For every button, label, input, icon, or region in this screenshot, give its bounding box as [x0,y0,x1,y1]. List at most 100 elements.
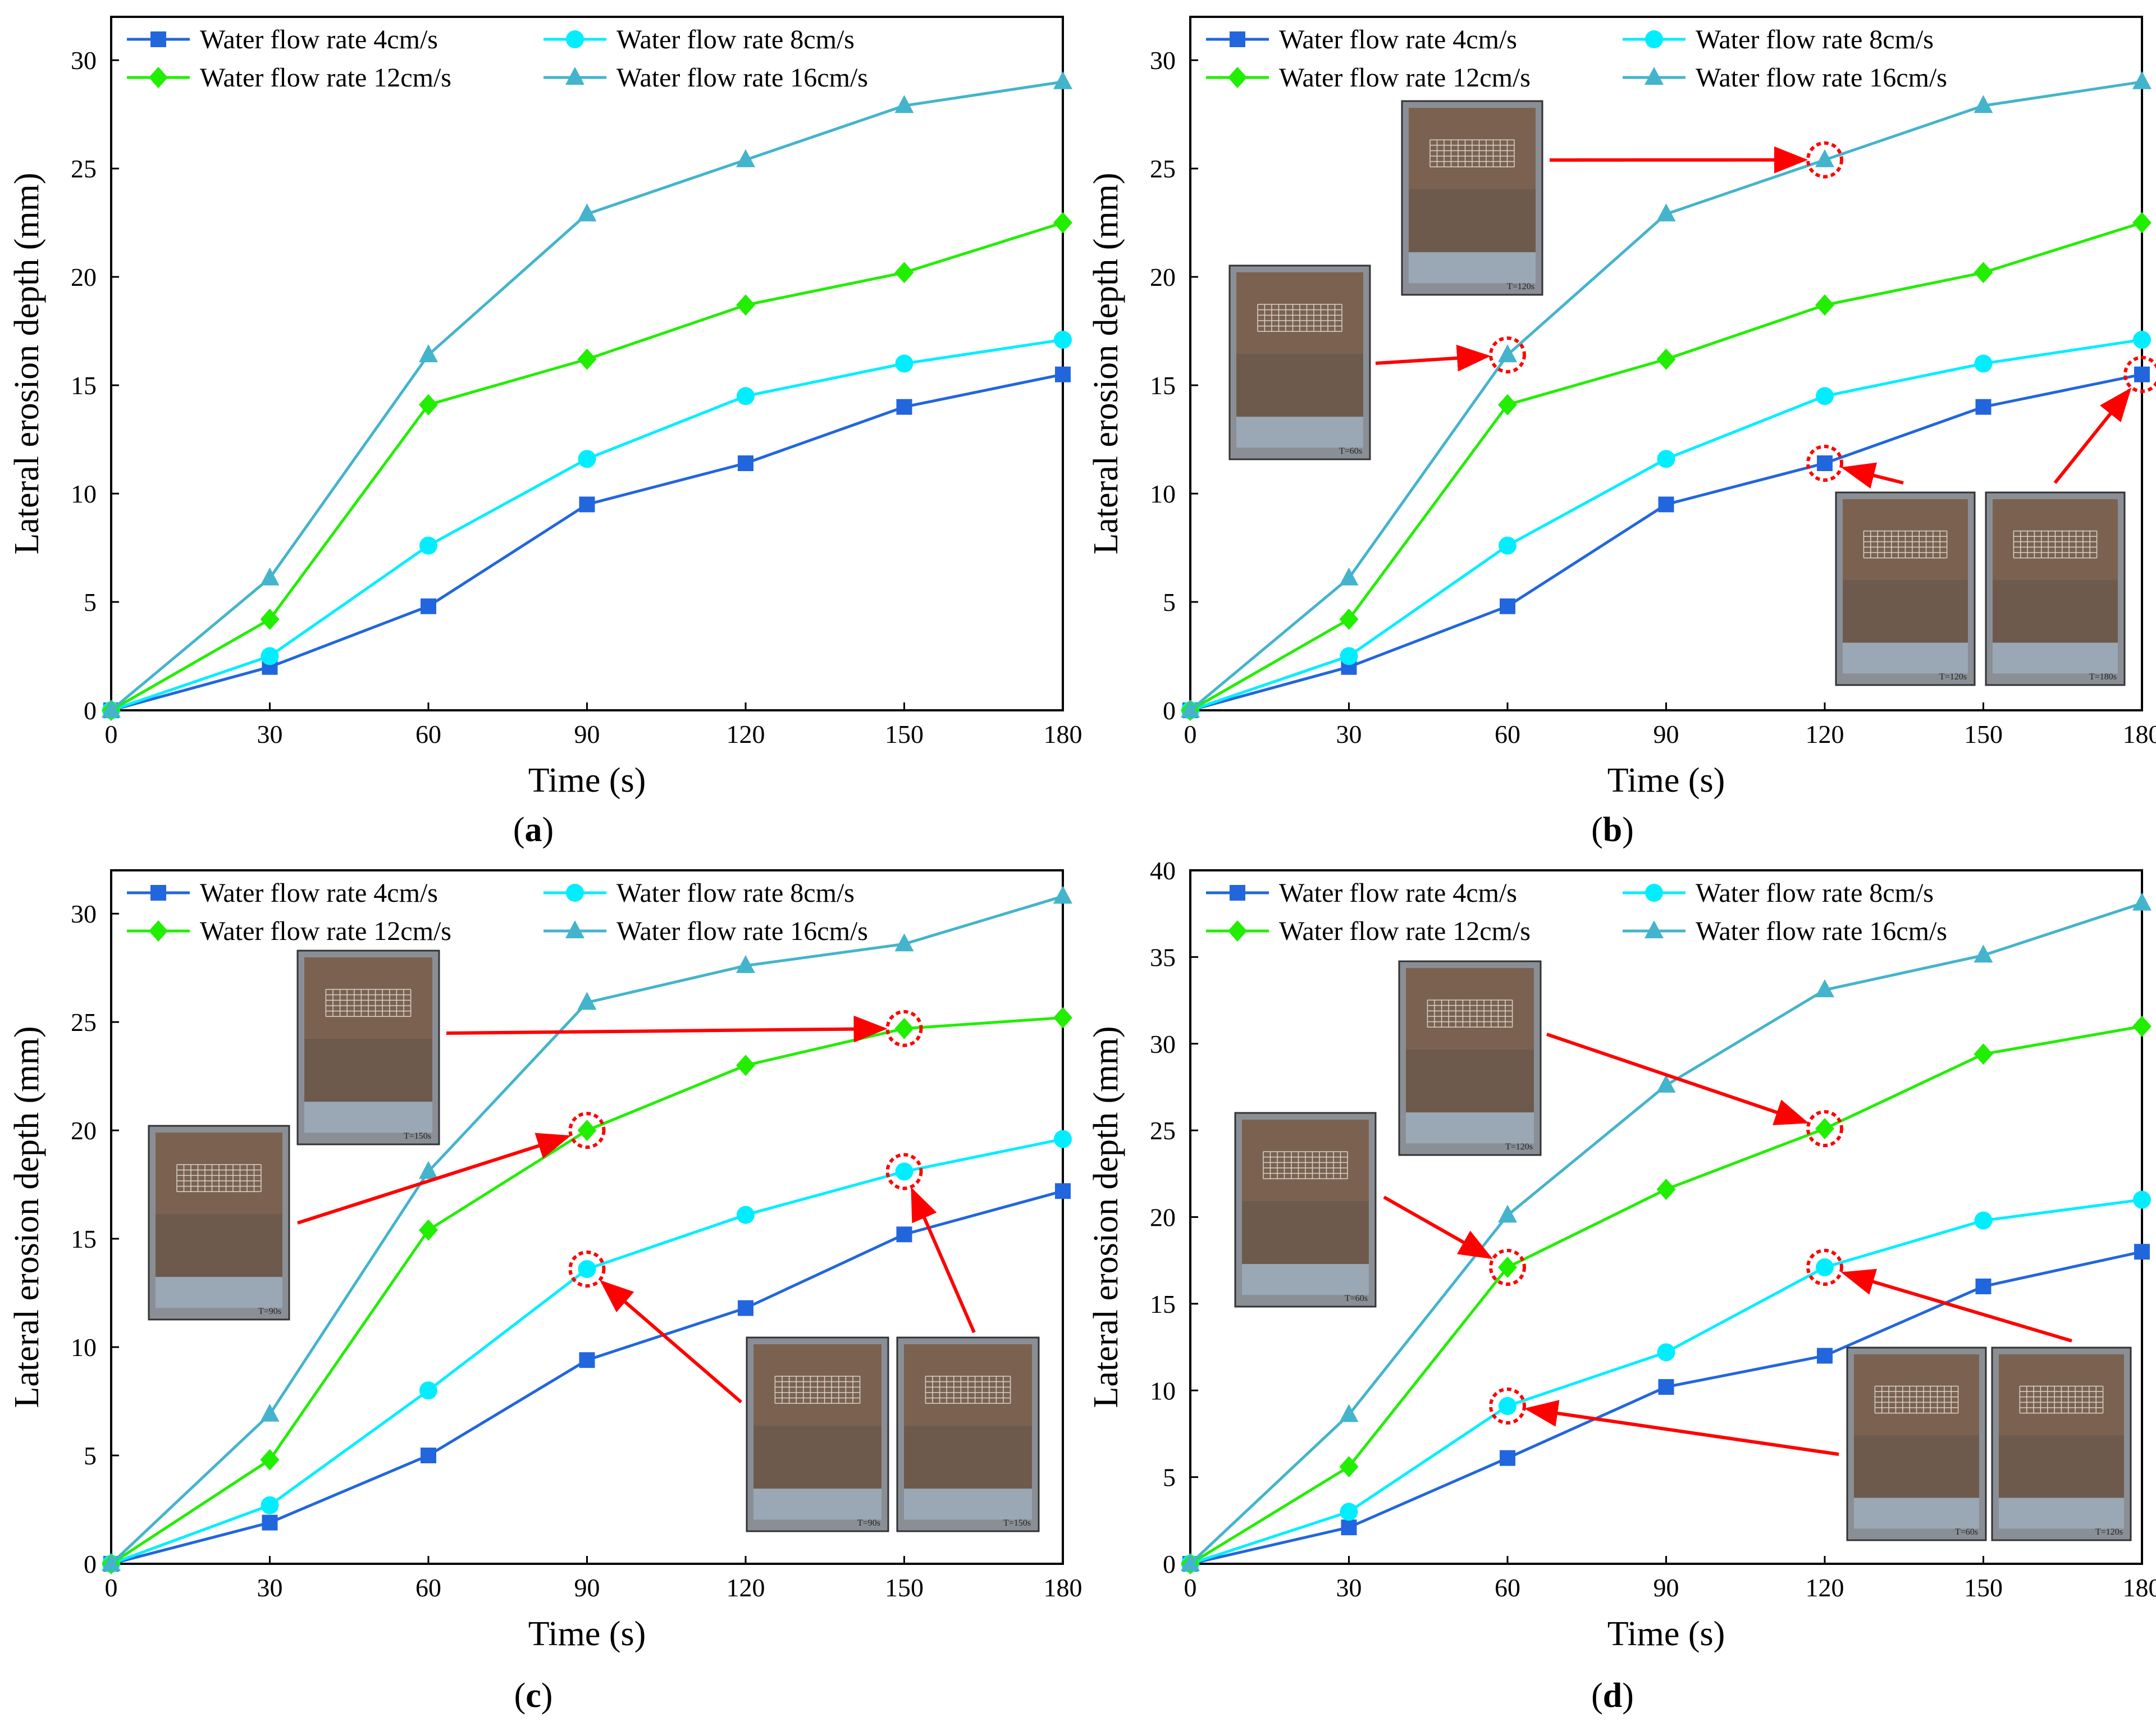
y-tick-label: 15 [1150,371,1176,400]
x-tick-label: 0 [105,1573,118,1602]
x-tick-label: 180 [1044,1573,1082,1602]
specimen-photo: T=90s [148,1125,290,1321]
specimen-photo: T=180s [1985,491,2126,686]
photo-mesh [1874,1385,1959,1414]
caption-paren: ) [1622,811,1634,849]
specimen-photo: T=120s [1835,491,1976,686]
photo-mesh [925,1376,1011,1404]
data-point [419,1161,438,1179]
photo-soil-bottom [156,1213,282,1282]
highlight-circle [1806,1110,1843,1148]
legend-marker [1228,67,1247,88]
photo-time-label: T=120s [1507,282,1534,291]
data-point [419,536,437,555]
y-tick-label: 20 [71,263,97,291]
data-point [736,955,755,973]
data-point [261,1496,279,1514]
specimen-photo: T=60s [1228,264,1371,460]
photo-soil-bottom [1236,353,1363,422]
x-tick-label: 30 [257,720,283,748]
x-tick-label: 30 [1336,720,1362,748]
x-tick-label: 150 [1964,1573,2003,1602]
data-point [419,1381,437,1400]
y-tick-label: 25 [1150,1116,1176,1145]
y-tick-label: 0 [1163,1550,1176,1578]
photo-time-label: T=90s [258,1307,281,1316]
data-point [1817,455,1833,472]
data-point [1498,1257,1517,1279]
annotation-arrow [1546,1033,1809,1125]
photo-water [1843,642,1968,674]
x-axis-title: Time (s) [1607,1615,1725,1653]
highlight-circle [1806,445,1843,482]
legend-marker [150,31,166,47]
legend-label: Water flow rate 12cm/s [200,916,451,946]
legend-label: Water flow rate 8cm/s [616,25,855,54]
data-point [262,1514,278,1531]
legend-marker [149,920,168,942]
data-point [102,1553,121,1571]
panel-caption: (b) [1591,811,1634,849]
caption-paren: ( [513,811,525,849]
panel-caption: (d) [1591,1677,1634,1715]
series-line [111,338,1063,712]
annotation-arrow [297,1133,571,1225]
highlight-circle [885,1010,923,1047]
data-point [1053,212,1072,234]
data-point [1053,1007,1072,1029]
series-4 [1181,71,2152,718]
legend-marker [566,884,584,902]
data-point [1816,387,1834,405]
photo-water [1999,1498,2124,1529]
data-point [577,348,597,370]
data-point [1974,95,1993,113]
data-point [421,1448,436,1464]
y-tick-label: 5 [1163,1463,1176,1492]
legend: Water flow rate 4cm/s Water flow rate 8cm… [1206,25,1947,93]
legend: Water flow rate 4cm/s Water flow rate 8cm… [127,25,868,93]
specimen-photo: T=60s [1846,1346,1987,1541]
data-point [578,450,596,468]
photo-time-label: T=150s [1003,1518,1031,1528]
data-point [1499,1397,1516,1416]
data-point [1181,1553,1200,1571]
data-point [1974,262,1993,284]
data-point [1974,354,1993,373]
legend-marker [1230,885,1245,901]
y-tick-label: 40 [1150,856,1176,885]
x-tick-label: 120 [727,720,765,748]
annotation-arrow [911,1186,976,1334]
x-tick-label: 120 [727,1573,765,1602]
x-tick-label: 150 [1964,720,2003,748]
y-tick-label: 5 [1163,588,1176,617]
data-point [737,387,755,405]
data-point [736,1055,755,1076]
legend-marker [149,67,168,88]
data-point [1658,496,1674,513]
legend-marker [1645,67,1664,85]
photo-time-label: T=120s [1505,1142,1533,1152]
photo-mesh [1427,999,1513,1028]
data-point [577,992,597,1010]
data-point [2132,212,2152,234]
data-point [736,294,755,316]
highlight-circle [1489,336,1526,374]
data-point [1815,979,1834,998]
data-point [894,933,914,952]
x-axis-title: Time (s) [1607,761,1725,800]
specimen-photo: T=120s [1401,100,1543,296]
legend-label: Water flow rate 12cm/s [1279,916,1531,946]
x-tick-label: 30 [1336,1573,1362,1602]
caption-paren: ) [542,811,554,849]
data-point [578,1260,596,1279]
photo-mesh [774,1376,861,1404]
data-point [1656,348,1676,370]
y-tick-label: 0 [84,696,97,725]
data-point [2132,71,2152,89]
y-tick-label: 0 [1163,696,1176,725]
data-point [1341,1519,1357,1536]
data-point [1816,1258,1834,1277]
photo-mesh [1429,139,1515,168]
x-tick-label: 90 [574,1573,600,1602]
annotation-arrow [1375,344,1491,372]
